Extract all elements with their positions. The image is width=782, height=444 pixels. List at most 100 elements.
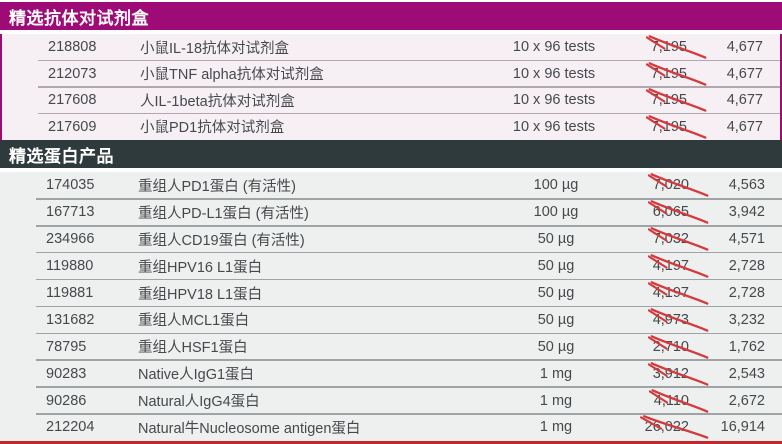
original-price: 26,022 — [615, 415, 708, 440]
product-name: Native人IgG1蛋白 — [138, 367, 255, 384]
original-price-wrap: 4,973 — [647, 308, 709, 332]
antibody-kit-rows: 218808 小鼠IL-18抗体对试剂盒 10 x 96 tests 7,195… — [0, 34, 782, 140]
discount-price: 3,942 — [728, 204, 765, 221]
discount-price: 1,762 — [728, 338, 765, 355]
product-code: 78795 — [46, 338, 87, 355]
pack-size: 100 µg — [533, 177, 579, 194]
table-row: 78795 重组人HSF1蛋白 50 µg 2,710 1,762 — [0, 332, 782, 360]
discount-price: 4,563 — [728, 177, 765, 194]
pack-size: 50 µg — [537, 285, 575, 301]
pack-size: 1 mg — [539, 365, 573, 382]
original-price-value: 4,973 — [652, 311, 689, 328]
original-price: 7,020 — [615, 173, 709, 198]
table-row: 174035 重组人PD1蛋白 (有活性) 100 µg 7,020 4,563 — [0, 172, 782, 199]
original-price-value: 26,022 — [644, 419, 689, 436]
product-name: Natural人IgG4蛋白 — [138, 394, 260, 411]
table-row: 212204 Natural牛Nucleosome antigen蛋白 1 mg… — [0, 413, 782, 441]
pack-size: 10 x 96 tests — [512, 118, 596, 135]
discount-price: 2,728 — [728, 258, 765, 275]
original-price: 4,197 — [615, 254, 709, 278]
product-name: 人IL-1beta抗体对试剂盒 — [140, 93, 295, 110]
original-price-value: 3,912 — [652, 365, 689, 382]
original-price-wrap: 7,195 — [645, 88, 707, 112]
original-price-wrap: 7,195 — [645, 114, 707, 139]
product-code: 218808 — [48, 39, 97, 56]
table-row: 217609 小鼠PD1抗体对试剂盒 10 x 96 tests 7,195 4… — [2, 112, 780, 141]
product-code: 217608 — [48, 92, 97, 109]
original-price-wrap: 7,195 — [645, 35, 707, 59]
original-price: 3,912 — [615, 361, 709, 386]
original-price-value: 7,195 — [650, 39, 687, 56]
product-name: Natural牛Nucleosome antigen蛋白 — [138, 420, 361, 437]
pack-size: 50 µg — [537, 231, 575, 248]
pack-size: 10 x 96 tests — [512, 39, 596, 56]
pack-size: 50 µg — [537, 311, 575, 328]
discount-price: 4,677 — [726, 92, 763, 109]
product-name: 小鼠IL-18抗体对试剂盒 — [140, 40, 290, 57]
original-price: 7,032 — [615, 227, 709, 251]
original-price-value: 7,020 — [652, 177, 689, 194]
original-price-value: 6,065 — [652, 204, 689, 221]
original-price-wrap: 2,710 — [647, 334, 709, 359]
section-protein-products: 精选蛋白产品 174035 重组人PD1蛋白 (有活性) 100 µg 7,02… — [0, 140, 782, 441]
product-code: 90286 — [46, 392, 87, 409]
header-gap — [0, 30, 782, 34]
table-row: 218808 小鼠IL-18抗体对试剂盒 10 x 96 tests 7,195… — [2, 34, 780, 61]
original-price: 4,197 — [615, 281, 709, 305]
original-price: 6,065 — [615, 200, 709, 225]
pack-size: 50 µg — [537, 258, 575, 275]
original-price-value: 4,197 — [652, 258, 689, 275]
table-row: 167713 重组人PD-L1蛋白 (有活性) 100 µg 6,065 3,9… — [0, 198, 782, 226]
discount-price: 16,914 — [720, 419, 765, 436]
original-price-value: 7,195 — [650, 118, 687, 135]
product-name: 重组HPV16 L1蛋白 — [138, 259, 263, 276]
product-code: 119881 — [46, 285, 94, 301]
product-name: 小鼠PD1抗体对试剂盒 — [140, 120, 285, 137]
original-price-wrap: 26,022 — [639, 415, 708, 440]
discount-price: 4,677 — [726, 118, 763, 135]
original-price-value: 2,710 — [652, 338, 689, 355]
product-name: 重组人HSF1蛋白 — [138, 340, 248, 357]
table-row: 234966 重组人CD19蛋白 (有活性) 50 µg 7,032 4,571 — [0, 225, 782, 253]
product-code: 212073 — [48, 65, 97, 82]
product-name: 重组人PD1蛋白 (有活性) — [138, 178, 296, 195]
original-price: 2,710 — [615, 334, 709, 359]
pack-size: 1 mg — [539, 392, 573, 409]
protein-product-rows: 174035 重组人PD1蛋白 (有活性) 100 µg 7,020 4,563… — [0, 172, 782, 441]
original-price-value: 4,110 — [653, 392, 689, 409]
product-code: 212204 — [46, 419, 95, 436]
pack-size: 100 µg — [533, 204, 579, 221]
pack-size: 10 x 96 tests — [512, 65, 596, 82]
original-price-wrap: 7,020 — [647, 173, 709, 198]
original-price: 7,195 — [613, 114, 707, 139]
pack-size: 10 x 96 tests — [512, 92, 596, 109]
product-name: 重组人MCL1蛋白 — [138, 313, 250, 330]
pack-size: 50 µg — [537, 338, 575, 355]
table-row: 131682 重组人MCL1蛋白 50 µg 4,973 3,232 — [0, 305, 782, 333]
section-header-antibody-kits: 精选抗体对试剂盒 — [0, 2, 782, 30]
original-price: 4,973 — [615, 308, 709, 332]
original-price-wrap: 7,032 — [647, 227, 709, 251]
table-row: 90286 Natural人IgG4蛋白 1 mg 4,110 2,672 — [0, 386, 782, 414]
original-price: 4,110 — [615, 388, 709, 413]
table-row: 212073 小鼠TNF alpha抗体对试剂盒 10 x 96 tests 7… — [2, 59, 780, 88]
discount-price: 4,677 — [726, 39, 763, 56]
pack-size: 1 mg — [539, 419, 573, 436]
original-price: 7,195 — [613, 61, 707, 86]
product-name: 重组人PD-L1蛋白 (有活性) — [138, 205, 309, 222]
original-price-wrap: 4,197 — [647, 254, 709, 278]
original-price-wrap: 7,195 — [645, 61, 707, 86]
product-name: 重组人CD19蛋白 (有活性) — [138, 232, 305, 249]
original-price-value: 7,195 — [650, 92, 687, 109]
original-price-value: 7,195 — [650, 65, 687, 82]
discount-price: 2,672 — [728, 392, 765, 409]
discount-price: 2,543 — [728, 365, 765, 382]
product-code: 90283 — [46, 365, 87, 382]
original-price-value: 7,032 — [652, 231, 689, 248]
original-price: 7,195 — [613, 88, 707, 112]
header-gap — [0, 168, 782, 172]
table-row: 119881 重组HPV18 L1蛋白 50 µg 4,197 2,728 — [0, 278, 782, 307]
section-header-protein-products: 精选蛋白产品 — [0, 140, 782, 168]
original-price-wrap: 3,912 — [647, 361, 709, 386]
